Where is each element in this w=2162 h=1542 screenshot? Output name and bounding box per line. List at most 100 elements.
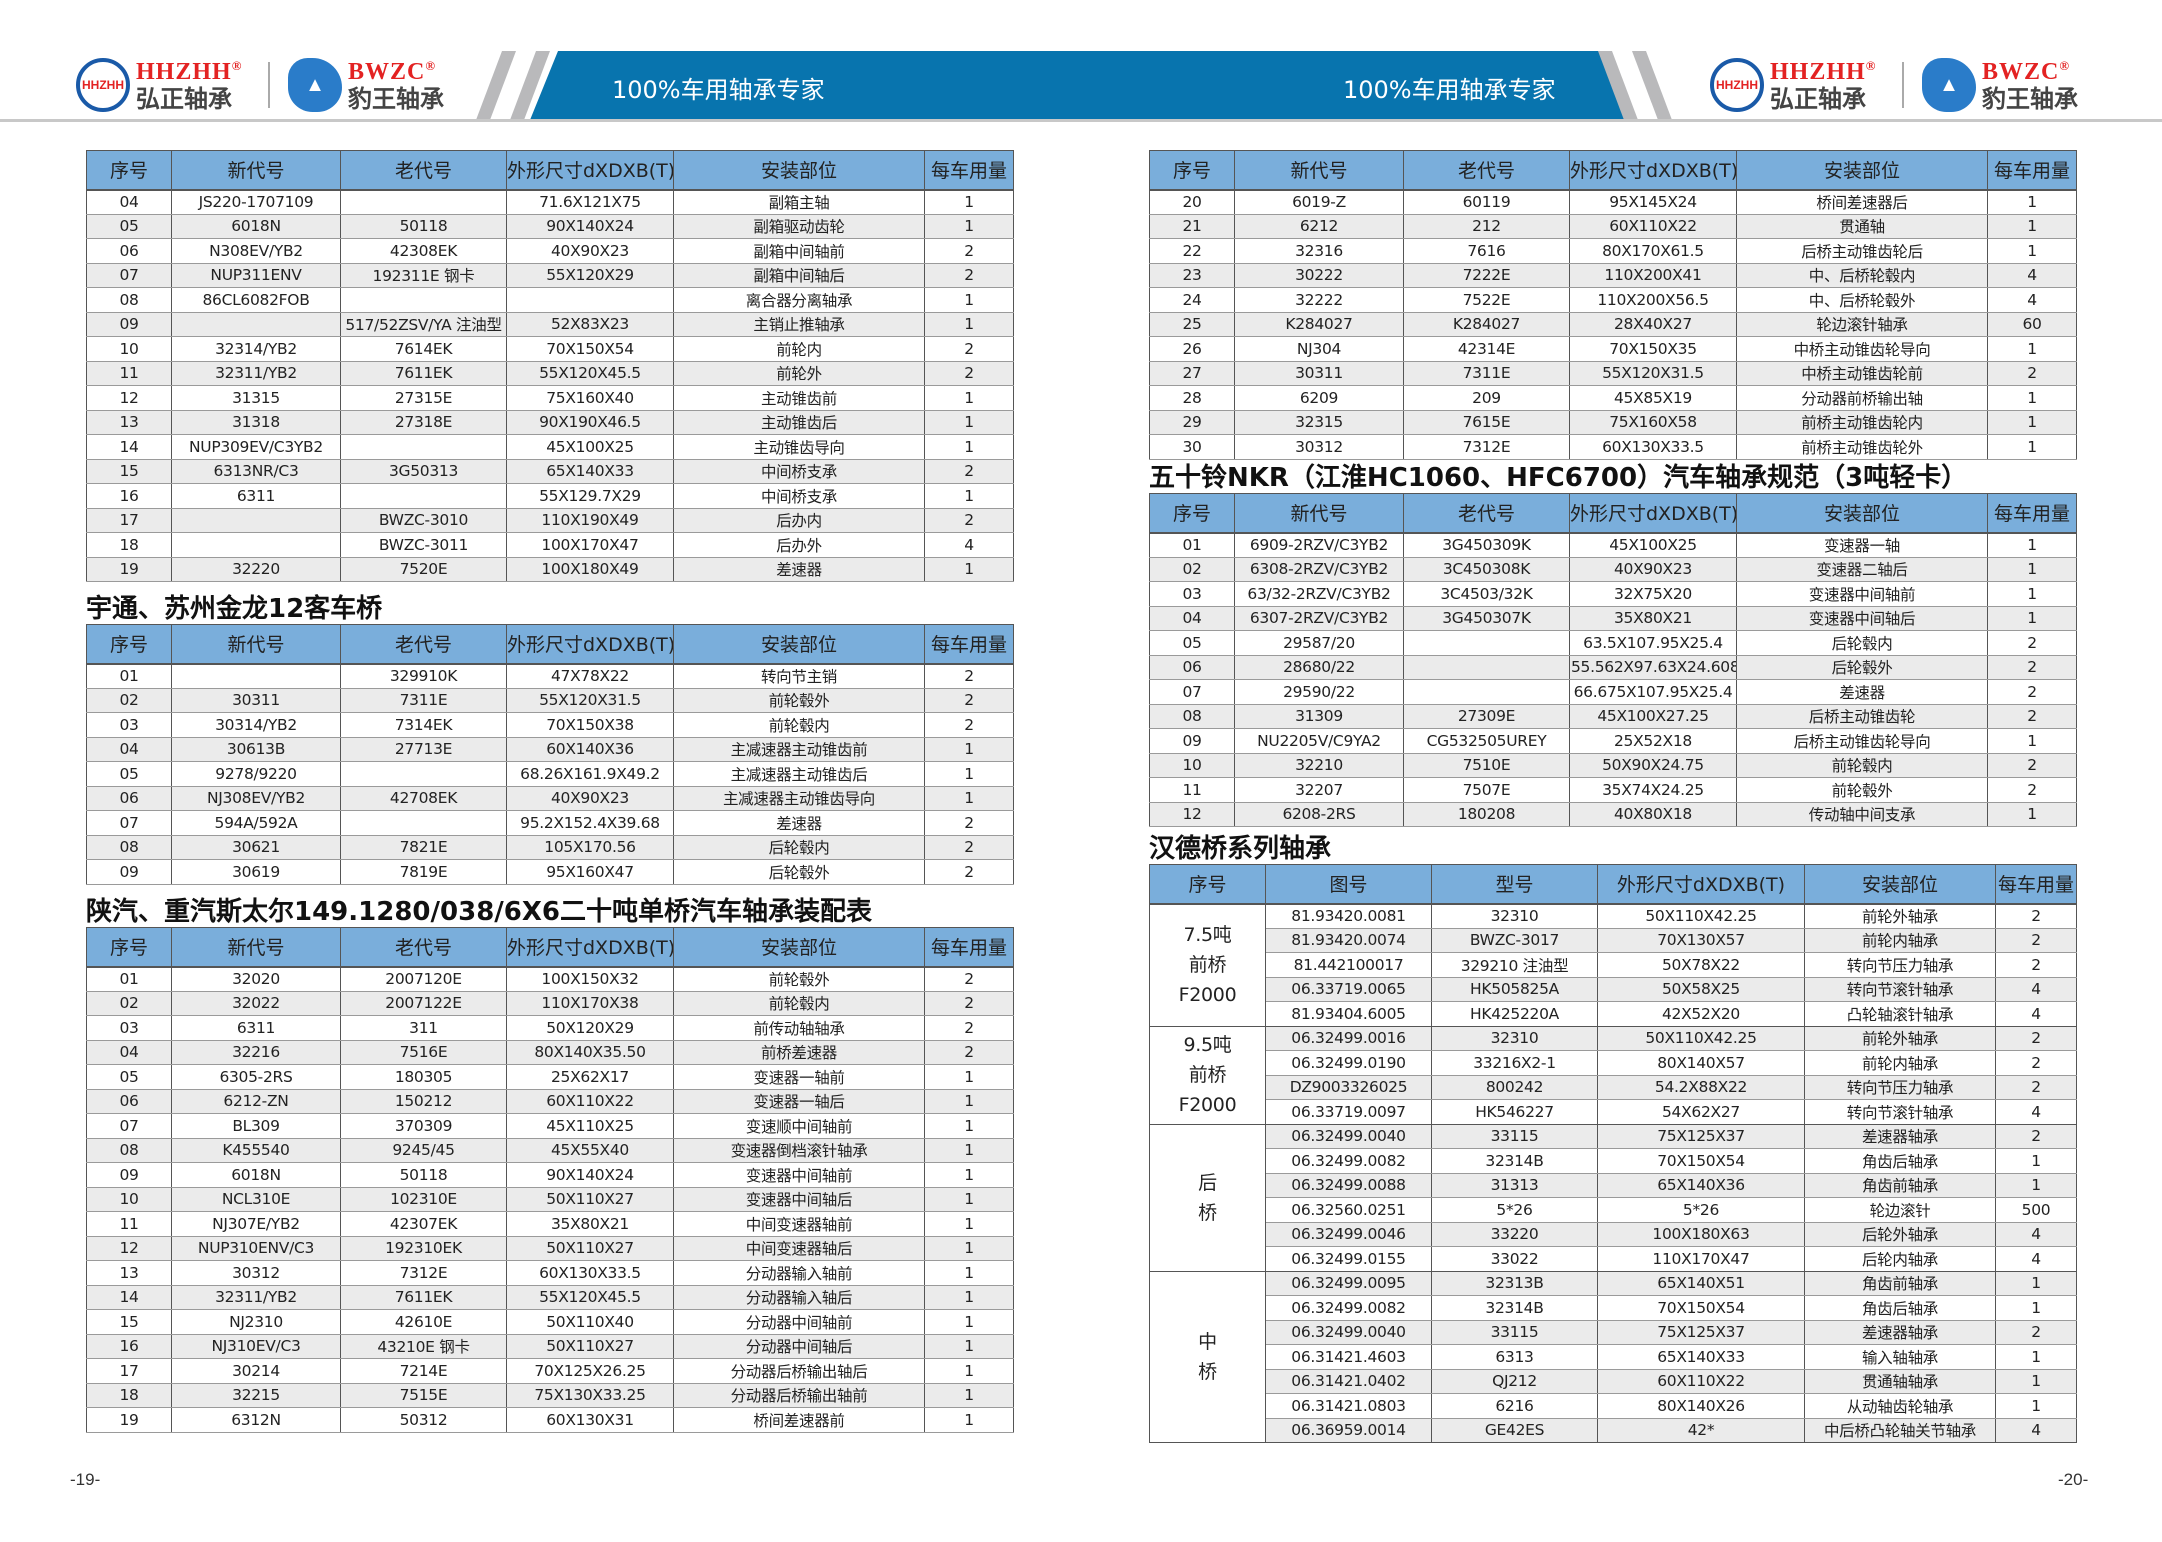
table-row: 04 32216 7516E 80X140X35.50 前桥差速器 2 xyxy=(86,1040,1014,1065)
cell-seq: 04 xyxy=(86,189,172,215)
cell-seq: 03 xyxy=(1149,581,1235,607)
table-row: 08 K455540 9245/45 45X55X40 变速器倒档滚针轴承 1 xyxy=(86,1138,1014,1163)
cell-qty: 2 xyxy=(1987,753,2077,778)
cell-seq: 18 xyxy=(86,532,172,558)
cell-old-code: 7819E xyxy=(340,859,507,885)
cell-seq: 21 xyxy=(1149,214,1235,239)
cell-old-code: 370309 xyxy=(340,1113,507,1139)
cell-position: 中间桥支承 xyxy=(673,483,925,509)
cell-new-code xyxy=(171,508,341,533)
table-row: 07 29590/22 66.675X107.95X25.4 差速器 2 xyxy=(1149,679,2077,705)
cell-old-code: 7821E xyxy=(340,835,507,860)
table-header-row: 序号 新代号 老代号 外形尺寸dXDXB(T) 安装部位 每车用量 xyxy=(1149,493,2077,534)
cell-dimensions: 55X120X45.5 xyxy=(506,1285,674,1310)
cell-model: HK425220A xyxy=(1431,1001,1598,1027)
cell-position: 后桥主动锥齿轮导向 xyxy=(1736,728,1988,754)
cell-position: 差速器 xyxy=(1736,679,1988,705)
cell-old-code xyxy=(1403,630,1570,656)
logo-divider xyxy=(268,62,270,108)
cell-model: GE42ES xyxy=(1431,1418,1598,1443)
cell-new-code: 30619 xyxy=(171,859,341,885)
cell-seq: 17 xyxy=(86,1358,172,1384)
cell-model: 33022 xyxy=(1431,1246,1598,1272)
cell-old-code: 3G50313 xyxy=(340,459,507,484)
cell-old-code: 7614EK xyxy=(340,336,507,362)
table-row: 09 6018N 50118 90X140X24 变速器中间轴前 1 xyxy=(86,1162,1014,1188)
cell-new-code: 6209 xyxy=(1234,385,1404,411)
table-row: 81.93404.6005 HK425220A 42X52X20 凸轮轴滚针轴承 4 xyxy=(1150,1001,2077,1027)
cell-qty: 2 xyxy=(1987,361,2077,386)
table-row: 06.33719.0065 HK505825A 50X58X25 转向节滚针轴承 4 xyxy=(1150,977,2077,1002)
cell-position: 差速器 xyxy=(673,810,925,836)
cell-position: 转向节滚针轴承 xyxy=(1804,977,1996,1002)
section-title: 陕汽、重汽斯太尔149.1280/038/6X6二十吨单桥汽车轴承装配表 xyxy=(86,897,873,927)
table-section-t1: 序号 新代号 老代号 外形尺寸dXDXB(T) 安装部位 每车用量 04 JS220-1707… xyxy=(86,150,1014,582)
cell-dimensions: 60X110X22 xyxy=(1569,214,1737,239)
cell-dimensions: 75X160X40 xyxy=(506,385,674,411)
cell-qty: 1 xyxy=(924,214,1014,239)
table-row: DZ9003326025 800242 54.2X88X22 转向节压力轴承 2 xyxy=(1150,1075,2077,1100)
cell-dimensions: 55X120X31.5 xyxy=(1569,361,1737,386)
cell-old-code: 43210E 钢卡 xyxy=(340,1334,507,1359)
cell-old-code xyxy=(340,761,507,787)
cell-qty: 2 xyxy=(1987,630,2077,656)
cell-new-code: 32316 xyxy=(1234,238,1404,264)
cell-new-code xyxy=(171,312,341,337)
cell-position: 前桥主动锥齿轮外 xyxy=(1736,434,1988,460)
column-header: 序号 xyxy=(1149,150,1235,191)
column-header: 外形尺寸dXDXB(T) xyxy=(1597,864,1805,905)
cell-new-code: 30613B xyxy=(171,737,341,762)
cell-qty: 4 xyxy=(1995,1246,2077,1272)
cell-seq: 02 xyxy=(86,991,172,1016)
cell-new-code: NUP309EV/C3YB2 xyxy=(171,434,341,460)
cell-new-code: 86CL6082FOB xyxy=(171,287,341,313)
table-row: 03 63/32-2RZV/C3YB2 3C4503/32K 32X75X20 变速器中… xyxy=(1149,581,2077,607)
cell-position: 变速器一轴 xyxy=(1736,532,1988,558)
cell-new-code: 31315 xyxy=(171,385,341,411)
cell-qty: 1 xyxy=(924,1187,1014,1212)
hhzhh-logo-icon: HHZHH xyxy=(1710,58,1764,112)
cell-new-code: 30311 xyxy=(171,688,341,713)
cell-new-code: 29590/22 xyxy=(1234,679,1404,705)
cell-dimensions: 50X110X42.25 xyxy=(1597,903,1805,929)
cell-dimensions: 45X100X27.25 xyxy=(1569,704,1737,729)
cell-position: 角齿前轴承 xyxy=(1804,1271,1996,1296)
cell-new-code: 32314/YB2 xyxy=(171,336,341,362)
column-header: 老代号 xyxy=(1403,150,1570,191)
cell-qty: 1 xyxy=(1995,1173,2077,1198)
table-row: 04 30613B 27713E 60X140X36 主减速器主动锥齿前 1 xyxy=(86,737,1014,762)
cell-old-code: 27315E xyxy=(340,385,507,411)
table-row: 03 30314/YB2 7314EK 70X150X38 前轮毂内 2 xyxy=(86,712,1014,738)
cell-seq: 10 xyxy=(86,1187,172,1212)
cell-seq: 01 xyxy=(86,663,172,689)
table-row: 04 JS220-1707109 71.6X121X75 副箱主轴 1 xyxy=(86,189,1014,215)
table-row: 06.32499.0040 33115 75X125X37 差速器轴承 2 xyxy=(1150,1320,2077,1345)
cell-seq: 17 xyxy=(86,508,172,533)
cell-position: 副箱中间轴后 xyxy=(673,263,925,288)
cell-old-code: 7520E xyxy=(340,557,507,582)
cell-position: 后轮外轴承 xyxy=(1804,1222,1996,1247)
cell-qty: 2 xyxy=(924,810,1014,836)
table-row: 25 K284027 K284027 28X40X27 轮边滚针轴承 60 xyxy=(1149,312,2077,337)
cell-position: 角齿后轴承 xyxy=(1804,1148,1996,1174)
cell-model: 32313B xyxy=(1431,1271,1598,1296)
table-row: 06.32499.0088 31313 65X140X36 角齿前轴承 1 xyxy=(1150,1173,2077,1198)
cell-model: BWZC-3017 xyxy=(1431,928,1598,953)
cell-seq: 09 xyxy=(86,859,172,885)
cell-seq: 26 xyxy=(1149,336,1235,362)
cell-qty: 4 xyxy=(924,532,1014,558)
cell-qty: 1 xyxy=(924,1407,1014,1433)
column-header: 安装部位 xyxy=(1736,493,1988,534)
cell-seq: 03 xyxy=(86,712,172,738)
cell-position: 后桥主动锥齿轮 xyxy=(1736,704,1988,729)
table-row: 10 32210 7510E 50X90X24.75 前轮毂内 2 xyxy=(1149,753,2077,778)
table-row: 23 30222 7222E 110X200X41 中、后桥轮毂内 4 xyxy=(1149,263,2077,288)
column-header: 老代号 xyxy=(340,927,507,968)
cell-position: 后办内 xyxy=(673,508,925,533)
cell-new-code: K284027 xyxy=(1234,312,1404,337)
cell-position: 前轮毂外 xyxy=(673,688,925,713)
cell-position: 分动器输入轴后 xyxy=(673,1285,925,1310)
table-row: 06 6212-ZN 150212 60X110X22 变速器一轴后 1 xyxy=(86,1089,1014,1114)
cell-drawing-no: 06.36959.0014 xyxy=(1265,1418,1432,1443)
cell-position: 后轮毂内 xyxy=(673,835,925,860)
